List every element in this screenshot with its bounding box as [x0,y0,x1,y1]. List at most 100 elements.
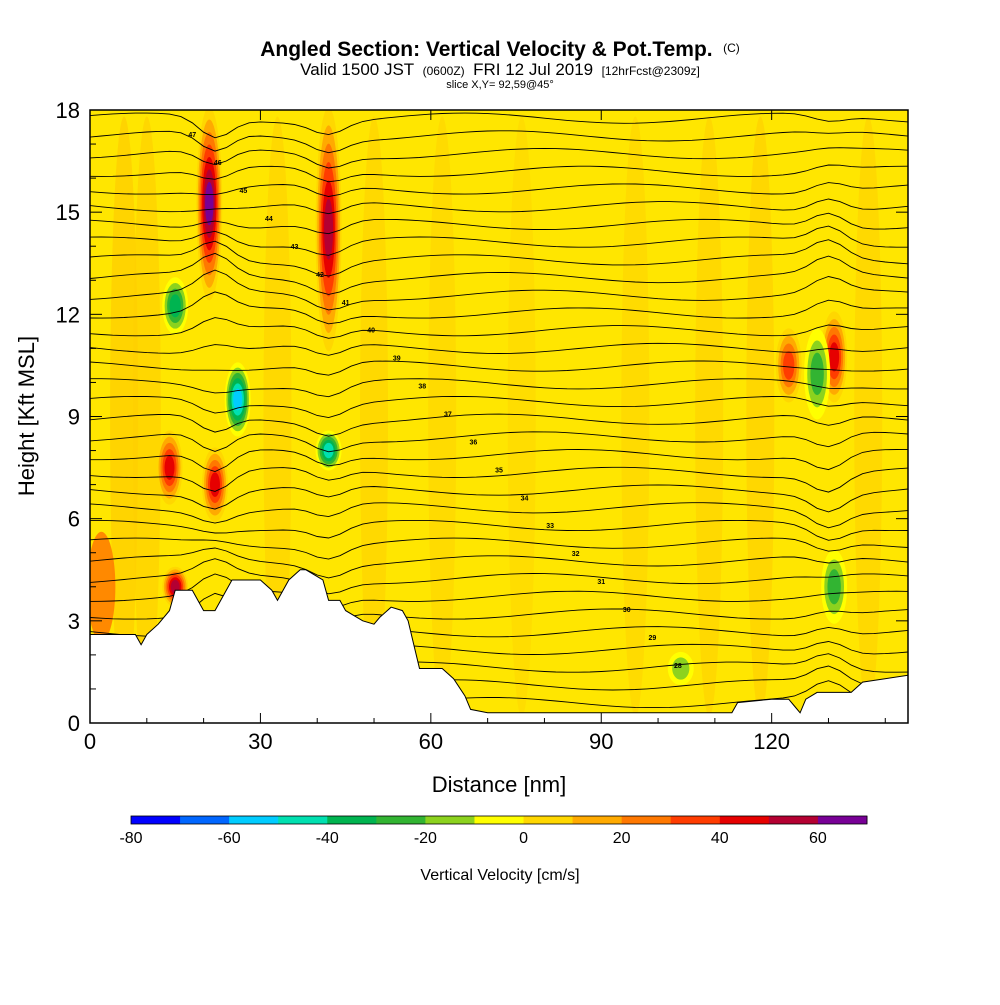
isentrope-label: 32 [572,551,580,558]
isentrope-line [90,212,908,235]
y-tick-label: 15 [56,200,80,225]
shading-layer [90,116,883,717]
colorbar-swatch [523,816,574,824]
isentrope-line [90,449,908,472]
colorbar-tick-label: 60 [809,830,827,847]
isentrope-line [90,317,908,339]
colorbar-swatch [376,816,426,824]
background-band [746,116,775,717]
subtitle-date: FRI 12 Jul 2019 [473,60,593,79]
isentrope-label: 46 [214,160,222,167]
isentrope-label: 36 [470,439,478,446]
updraft-core [209,472,220,497]
isentrope-label: 42 [316,272,324,279]
colorbar-swatch [425,816,475,824]
isentrope-line [90,269,908,311]
background-band [507,116,536,717]
isentrope-line [90,198,908,215]
background-band [360,116,389,717]
updraft-core [205,181,214,226]
y-tick-label: 3 [68,609,80,634]
isentrope-label: 39 [393,356,401,363]
colorbar-swatch [719,816,770,824]
isentrope-label: 37 [444,412,452,419]
colorbar-swatch [817,816,868,824]
colorbar-swatch [180,816,230,824]
colorbar-swatch [768,816,819,824]
isentrope-label: 35 [495,467,503,474]
isentrope-label: 33 [546,523,554,530]
terrain-mask [90,569,908,723]
isentrope-line [90,360,908,376]
colorbar-tick-label: -20 [414,830,437,847]
x-tick-label: 30 [248,729,272,754]
subtitle-forecast: [12hrFcst@2309z] [602,64,700,78]
isentrope-line [90,547,908,579]
colorbar-tick-label: -60 [218,830,241,847]
background-band [695,116,724,717]
x-axis-label: Distance [nm] [432,772,567,797]
isentrope-label: 31 [597,579,605,586]
isentrope-label: 43 [291,244,299,251]
y-tick-label: 6 [68,507,80,532]
colorbar-tick-label: -40 [316,830,339,847]
downdraft-core [672,657,690,680]
isentrope-line [90,431,908,453]
isentrope-line [90,484,908,513]
isentrope-line [90,147,908,169]
slice-label: slice X,Y= 92,59@45° [446,79,554,91]
chart-title: Angled Section: Vertical Velocity & Pot.… [260,38,740,61]
updraft-core [783,351,795,380]
colorbar-swatch [131,816,181,824]
isentrope-line [90,225,908,256]
downdraft-core [827,569,841,605]
isentrope-label: 41 [342,300,350,307]
colorbar-swatch [278,816,328,824]
colorbar: -80 -60 -40 -20 0 20 40 60 [119,815,868,847]
isentrope-label: 30 [623,607,631,614]
isentrope-line [90,573,908,609]
background-band [854,116,883,717]
x-tick-label: 60 [419,729,443,754]
chart-title-main: Angled Section: Vertical Velocity & Pot.… [260,38,712,61]
colorbar-tick-label: 40 [711,830,729,847]
colorbar-swatch [572,816,623,824]
isentrope-line [90,395,908,419]
isentrope-line [90,182,908,197]
colorbar-tick-label: 0 [519,830,528,847]
isentrope-line [90,519,908,541]
y-tick-label: 18 [56,98,80,123]
subtitle-zulu: (0600Z) [423,64,465,78]
colorbar-swatch [670,816,721,824]
background-band [132,116,161,717]
isentrope-line [90,252,908,295]
x-tick-label: 90 [589,729,613,754]
updraft-core [829,342,840,372]
isentrope-line [90,413,908,437]
colorbar-swatch [621,816,672,824]
y-tick-label: 9 [68,405,80,430]
isentrope-label: 28 [674,663,682,670]
colorbar-tick-label: 20 [613,830,631,847]
isentrope-line [90,164,908,183]
isentrope-label: 29 [648,635,656,642]
isentrope-label: 34 [521,495,529,502]
x-tick-label: 0 [84,729,96,754]
y-tick-label: 0 [68,711,80,736]
downdraft-core [233,388,243,411]
plot-area: 47 46 45 44 43 42 41 40 39 38 37 36 35 34 33 32 31 30 29 28 [90,110,908,723]
isentrope-label: 40 [367,328,375,335]
colorbar-tick-label: -80 [119,830,142,847]
subtitle-valid: Valid 1500 JST [300,60,414,79]
downdraft-core [323,442,334,459]
x-axis: 0 30 60 90 120 [84,110,886,754]
isentrope-label: 45 [239,188,247,195]
background-band [621,116,650,717]
isentrope-line [90,378,908,398]
background-band [263,116,292,717]
y-axis-label: Height [Kft MSL] [14,336,39,496]
updraft-core [164,455,175,480]
